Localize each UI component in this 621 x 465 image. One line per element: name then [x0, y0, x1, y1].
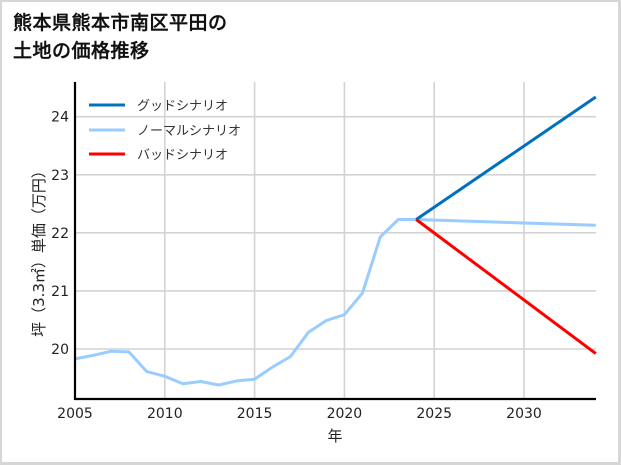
- x-tick-label: 2020: [327, 406, 363, 422]
- legend-label: グッドシナリオ: [137, 99, 228, 114]
- tick-labels: 2005 2010 2015 2020 2025 2030 20 21 22 23 24: [51, 110, 542, 422]
- y-tick-label: 21: [51, 284, 69, 300]
- x-tick-label: 2030: [506, 406, 542, 422]
- y-tick-label: 22: [51, 226, 69, 242]
- series-line: [415, 218, 597, 355]
- series-line: [415, 95, 597, 221]
- x-tick-label: 2010: [147, 406, 183, 422]
- grid-lines: [75, 82, 596, 399]
- chart-title-line-2: 土地の価格推移: [13, 40, 150, 62]
- y-tick-label: 23: [51, 168, 69, 184]
- legend-label: ノーマルシナリオ: [137, 124, 241, 139]
- y-axis-label: 坪（3.3㎡）単価（万円）: [30, 163, 48, 337]
- x-tick-label: 2025: [416, 406, 452, 422]
- chart-title-line-1: 熊本県熊本市南区平田の: [13, 12, 228, 34]
- data-series: [74, 95, 597, 387]
- y-tick-label: 24: [51, 110, 69, 126]
- series-line: [74, 218, 596, 387]
- x-tick-label: 2005: [57, 406, 93, 422]
- x-tick-label: 2015: [237, 406, 273, 422]
- axes: [73, 82, 596, 401]
- chart-title: 熊本県熊本市南区平田の 土地の価格推移: [13, 9, 228, 65]
- legend-label: バッドシナリオ: [137, 148, 228, 163]
- y-tick-label: 20: [51, 342, 69, 358]
- x-axis-label: 年: [327, 427, 342, 445]
